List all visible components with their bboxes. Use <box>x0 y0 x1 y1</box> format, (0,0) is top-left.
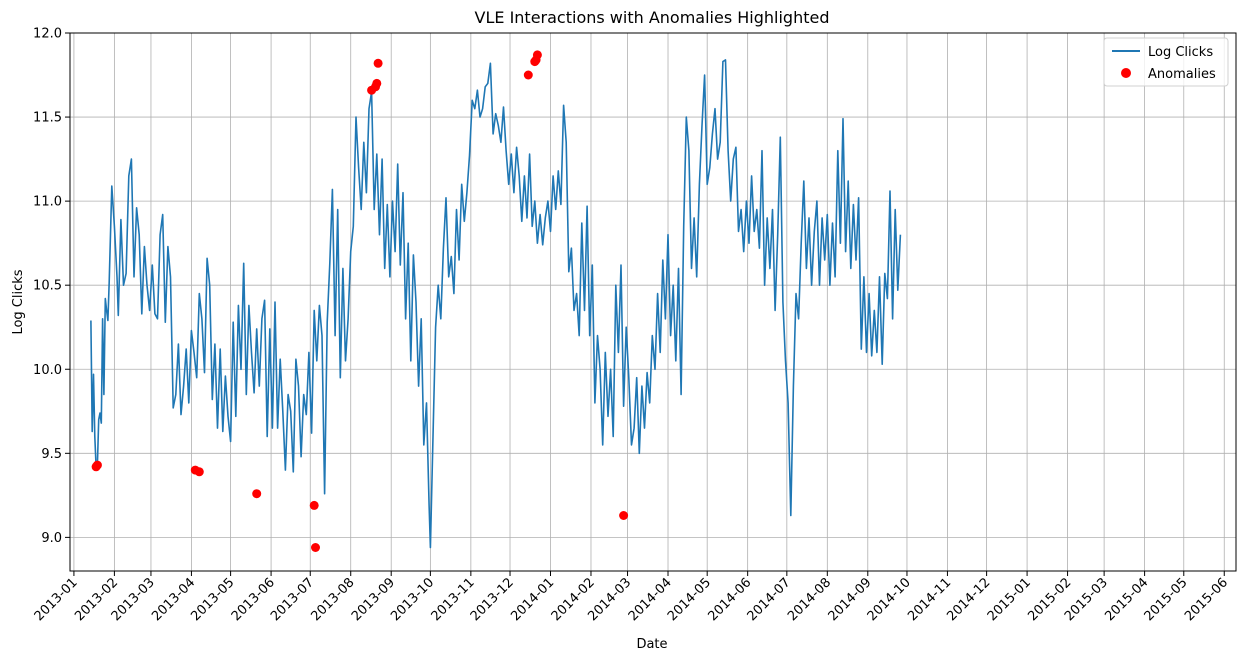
anomaly-point <box>194 467 204 477</box>
x-tick-label: 2015-05 <box>1142 575 1191 624</box>
y-axis-label: Log Clicks <box>11 269 26 334</box>
x-tick-label: 2013-07 <box>268 575 317 624</box>
anomaly-point <box>311 543 320 552</box>
x-tick-label: 2014-01 <box>508 575 557 624</box>
x-tick-label: 2014-08 <box>785 575 834 624</box>
y-tick-label: 11.0 <box>33 195 62 210</box>
anomaly-point <box>619 511 629 520</box>
legend-label-log-clicks: Log Clicks <box>1148 45 1213 60</box>
y-tick-label: 9.0 <box>41 531 62 546</box>
y-tick-label: 12.0 <box>33 27 62 42</box>
y-tick-label: 10.5 <box>33 279 62 294</box>
x-tick-label: 2014-10 <box>865 575 914 624</box>
anomaly-point <box>309 500 319 510</box>
legend-label-anomalies: Anomalies <box>1148 67 1216 82</box>
y-tick-label: 10.0 <box>33 363 62 378</box>
x-tick-label: 2013-10 <box>388 575 437 624</box>
x-tick-label: 2013-01 <box>32 575 81 624</box>
y-tick-label: 9.5 <box>41 447 62 462</box>
x-tick-label: 2013-12 <box>468 575 517 624</box>
anomaly-point <box>372 78 382 88</box>
anomaly-point <box>252 489 262 499</box>
x-tick-label: 2015-01 <box>985 575 1034 624</box>
anomaly-point <box>523 70 533 80</box>
x-tick-label: 2014-07 <box>745 575 794 624</box>
plot-frame <box>69 32 1237 572</box>
series-layer <box>90 59 902 549</box>
x-axis-ticks: 2013-012013-022013-032013-042013-052013-… <box>32 571 1231 624</box>
chart-title: VLE Interactions with Anomalies Highligh… <box>475 8 830 27</box>
anomaly-point <box>92 460 102 470</box>
x-axis-label: Date <box>636 637 667 652</box>
y-tick-label: 11.5 <box>33 111 62 126</box>
x-tick-label: 2014-12 <box>944 575 993 624</box>
anomaly-point <box>373 58 383 68</box>
x-tick-label: 2013-08 <box>309 575 358 624</box>
x-tick-label: 2013-05 <box>188 575 237 624</box>
series-line-log-clicks <box>90 59 902 549</box>
legend: Log Clicks Anomalies <box>1103 37 1229 87</box>
anomaly-point <box>532 50 542 60</box>
legend-marker-swatch <box>1121 68 1131 78</box>
y-axis-ticks: 9.0 9.5 10.0 10.5 11.0 11.5 12.0 <box>33 27 70 546</box>
anomaly-layer <box>91 50 629 552</box>
x-tick-label: 2014-05 <box>665 575 714 624</box>
x-tick-label: 2015-06 <box>1182 575 1231 624</box>
